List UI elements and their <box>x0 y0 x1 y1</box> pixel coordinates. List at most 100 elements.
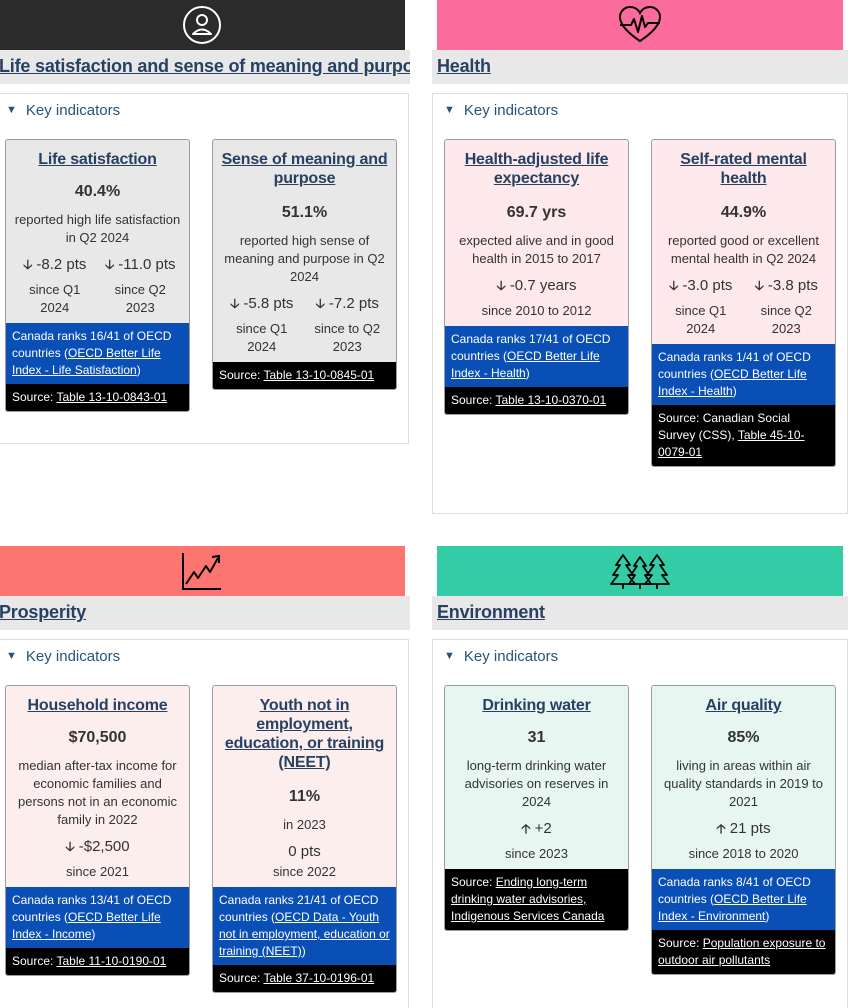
change-period: since Q1 2024 <box>236 321 288 354</box>
person-circle-icon <box>183 6 221 44</box>
indicator-description: living in areas within air quality stand… <box>664 758 823 809</box>
domain-environment: Environment ▼ Key indicators Drinking wa… <box>432 546 850 1008</box>
source-link[interactable]: Table 37-10-0196-01 <box>263 971 375 985</box>
arrow-up-icon: 🡡 <box>716 821 726 836</box>
indicator-changes: 🡡 +2 since 2023 <box>451 820 622 863</box>
card-title-link[interactable]: Sense of meaning and purpose <box>221 151 388 187</box>
key-indicators-label: Key indicators <box>463 647 559 665</box>
card-title-link[interactable]: Health-adjusted life expectancy <box>464 151 609 187</box>
change-value: -8.2 pts <box>36 256 87 273</box>
change-period: since Q2 2023 <box>114 282 166 315</box>
arrow-down-icon: 🡣 <box>104 257 115 272</box>
prosperity-title-link[interactable]: Prosperity <box>0 602 87 622</box>
arrow-down-icon: 🡣 <box>23 257 33 272</box>
life-title-link[interactable]: Life satisfaction and sense of meaning a… <box>0 56 410 76</box>
source-link[interactable]: Table 13-10-0845-01 <box>263 368 375 382</box>
oecd-rank: Canada ranks 17/41 of OECD countries (OE… <box>445 326 628 387</box>
card-title-link[interactable]: Youth not in employment, education, or t… <box>224 697 385 771</box>
change-value: -3.0 pts <box>682 277 733 294</box>
health-key-indicators-toggle[interactable]: ▼ Key indicators <box>433 94 847 126</box>
change-value: -3.8 pts <box>767 277 818 294</box>
prosperity-titlebar: Prosperity <box>0 596 410 630</box>
caret-down-icon: ▼ <box>6 650 17 662</box>
indicator-value: 40.4% <box>74 183 121 200</box>
card-title-link[interactable]: Self-rated mental health <box>680 151 807 187</box>
change-value: -5.8 pts <box>243 295 294 312</box>
change-period: since 2021 <box>66 864 129 879</box>
environment-title-link[interactable]: Environment <box>437 602 545 622</box>
change-period: since Q1 2024 <box>29 282 81 315</box>
arrow-down-icon: 🡣 <box>315 296 325 311</box>
change-1: 🡡 21 pts since 2018 to 2020 <box>658 820 829 863</box>
indicator-description: median after-tax income for economic fam… <box>18 758 177 827</box>
caret-down-icon: ▼ <box>444 104 455 116</box>
change-period: since to Q2 2023 <box>314 321 381 354</box>
source-link[interactable]: Table 45-10-0079-01 <box>658 428 805 459</box>
card-drinking-water: Drinking water 31 long-term drinking wat… <box>444 685 629 931</box>
indicator-value: 11% <box>288 788 321 805</box>
indicator-changes: 🡣 -3.0 pts since Q1 2024 🡣 -3.8 pts since Q… <box>658 277 829 338</box>
card-health-adjusted-life-expectancy: Health-adjusted life expectancy 69.7 yrs… <box>444 139 629 415</box>
caret-down-icon: ▼ <box>6 104 17 116</box>
change-value: -0.7 years <box>509 277 577 294</box>
chart-trend-icon <box>182 553 221 590</box>
indicator-value: 51.1% <box>281 204 328 221</box>
source-link[interactable]: Table 11-10-0190-01 <box>56 954 167 968</box>
health-title-link[interactable]: Health <box>437 56 491 76</box>
source-link[interactable]: Population exposure to outdoor air pollu… <box>658 936 826 967</box>
oecd-link[interactable]: OECD Better Life Index - Environment <box>658 892 807 923</box>
prosperity-banner <box>0 546 405 596</box>
card-body: Drinking water 31 long-term drinking wat… <box>445 686 628 869</box>
card-body: Youth not in employment, education, or t… <box>213 686 396 887</box>
indicator-description: long-term drinking water advisories on r… <box>464 758 609 809</box>
change-1: 🡣 -$2,500 since 2021 <box>12 838 183 881</box>
life-key-indicators-toggle[interactable]: ▼ Key indicators <box>0 94 408 126</box>
arrow-up-icon: 🡡 <box>521 821 531 836</box>
card-body: Sense of meaning and purpose 51.1% repor… <box>213 140 396 362</box>
indicator-description: reported high sense of meaning and purpo… <box>224 233 385 284</box>
card-life-satisfaction: Life satisfaction 40.4% reported high li… <box>5 139 190 412</box>
change-1: 🡣 -0.7 years since 2010 to 2012 <box>451 277 622 320</box>
arrow-down-icon: 🡣 <box>496 278 506 293</box>
source-link[interactable]: Ending long-term drinking water advisori… <box>451 875 605 923</box>
pine-trees-icon <box>610 554 670 589</box>
card-title-link[interactable]: Household income <box>27 697 168 714</box>
change-1: 🡣 -8.2 pts since Q1 2024 <box>12 256 98 317</box>
indicator-changes: 0 pts since 2022 <box>219 843 390 881</box>
oecd-link[interactable]: OECD Better Life Index - Income <box>12 910 161 941</box>
indicator-changes: 🡡 21 pts since 2018 to 2020 <box>658 820 829 863</box>
card-title-link[interactable]: Life satisfaction <box>38 151 157 168</box>
indicator-description: in 2023 <box>283 817 326 832</box>
prosperity-key-indicators-toggle[interactable]: ▼ Key indicators <box>0 640 408 672</box>
change-value: 0 pts <box>288 843 321 860</box>
change-period: since 2022 <box>273 864 336 879</box>
oecd-link[interactable]: OECD Data - Youth not in employment, edu… <box>219 910 390 958</box>
source-link[interactable]: Table 13-10-0843-01 <box>56 390 168 404</box>
environment-key-indicators: ▼ Key indicators Drinking water 31 long-… <box>432 639 848 1008</box>
health-key-indicators: ▼ Key indicators Health-adjusted life ex… <box>432 93 848 514</box>
change-2: 🡣 -7.2 pts since to Q2 2023 <box>305 295 391 356</box>
health-titlebar: Health <box>432 50 848 84</box>
change-period: since Q2 2023 <box>760 303 812 336</box>
card-body: Air quality 85% living in areas within a… <box>652 686 835 869</box>
indicator-description: reported good or excellent mental health… <box>667 233 820 266</box>
indicator-changes: 🡣 -0.7 years since 2010 to 2012 <box>451 277 622 320</box>
indicator-description: reported high life satisfaction in Q2 20… <box>14 212 181 245</box>
oecd-link[interactable]: OECD Better Life Index - Health <box>658 367 807 398</box>
indicator-value: $70,500 <box>68 729 127 746</box>
card-title-link[interactable]: Air quality <box>705 697 782 714</box>
card-title-link[interactable]: Drinking water <box>482 697 591 714</box>
life-banner <box>0 0 405 50</box>
oecd-link[interactable]: OECD Better Life Index - Life Satisfacti… <box>12 346 161 377</box>
change-2: 🡣 -11.0 pts since Q2 2023 <box>98 256 184 317</box>
environment-key-indicators-toggle[interactable]: ▼ Key indicators <box>433 640 847 672</box>
change-value: -7.2 pts <box>328 295 379 312</box>
arrow-down-icon: 🡣 <box>65 839 75 854</box>
source: Source: Table 37-10-0196-01 <box>213 965 396 992</box>
source-link[interactable]: Table 13-10-0370-01 <box>495 393 607 407</box>
arrow-down-icon: 🡣 <box>669 278 679 293</box>
change-1: 🡣 -5.8 pts since Q1 2024 <box>219 295 305 356</box>
oecd-link[interactable]: OECD Better Life Index - Health <box>451 349 600 380</box>
indicator-changes: 🡣 -8.2 pts since Q1 2024 🡣 -11.0 pts since … <box>12 256 183 317</box>
change-value: 21 pts <box>729 820 771 837</box>
